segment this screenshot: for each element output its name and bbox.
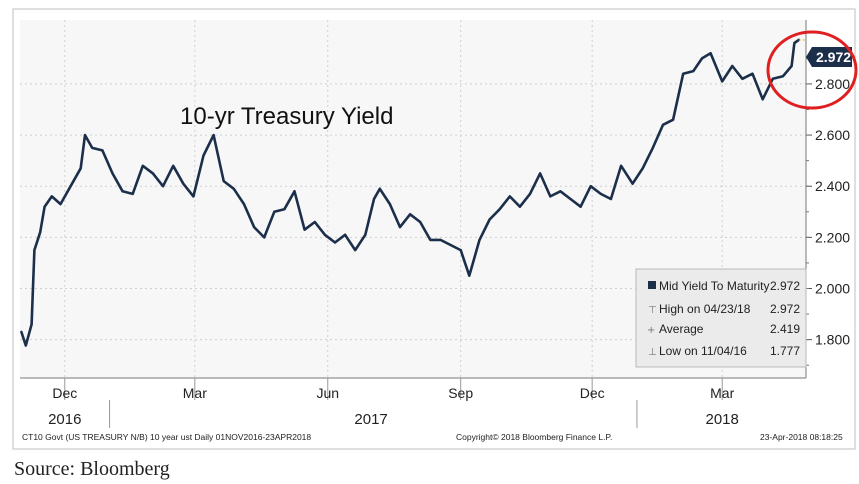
legend-value-2: 2.419 [770,322,800,336]
x-year-label: 2016 [48,411,81,428]
series-line-mid-yield [20,38,801,347]
x-tick-label: Sep [448,385,473,401]
legend-label-1: High on 04/23/18 [659,302,751,316]
y-axis: 1.800 2.000 2.200 2.400 2.600 2.800 [805,20,850,378]
chart-title: 10-yr Treasury Yield [180,103,393,130]
footer-timestamp: 23-Apr-2018 08:18:25 [760,432,843,442]
average-marker-icon: + [647,325,655,336]
high-marker-icon: ⊤ [648,305,657,316]
source-caption: Source: Bloomberg [14,458,170,480]
legend-value-0: 2.972 [770,279,800,293]
last-value-box: 2.972 [806,47,852,67]
x-tick-label: Dec [580,385,605,401]
y-tick-label: 1.800 [815,332,850,348]
footer-copyright: Copyright© 2018 Bloomberg Finance L.P. [456,432,613,442]
chart-border [12,8,856,450]
legend-value-1: 2.972 [770,302,800,316]
legend-swatch [648,281,656,289]
y-tick-label: 2.400 [815,178,850,194]
legend-label-2: Average [659,322,704,336]
x-tick-label: Mar [710,385,734,401]
x-year-label: 2017 [354,411,387,428]
x-year-label: 2018 [706,411,739,428]
highlight-circle [766,30,858,110]
y-tick-label: 2.800 [815,76,850,92]
low-marker-icon: ⊥ [648,347,657,358]
last-value-label: 2.972 [816,49,851,65]
x-tick-label: Mar [183,385,207,401]
x-axis: Dec Mar Jun Sep Dec Mar 2016 2017 2018 [20,377,806,428]
x-tick-label: Dec [52,385,77,401]
legend-label-3: Low on 11/04/16 [659,344,747,358]
series-layer [20,38,806,347]
legend-value-3: 1.777 [770,344,800,358]
y-tick-label: 2.200 [815,229,850,245]
x-tick-label: Jun [316,385,339,401]
y-tick-label: 2.600 [815,127,850,143]
legend-label-0: Mid Yield To Maturity [659,279,770,293]
footer-security-info: CT10 Govt (US TREASURY N/B) 10 year ust … [22,432,312,442]
legend-box: Mid Yield To Maturity 2.972 ⊤ High on 04… [635,268,807,368]
y-tick-label: 2.000 [815,281,850,297]
